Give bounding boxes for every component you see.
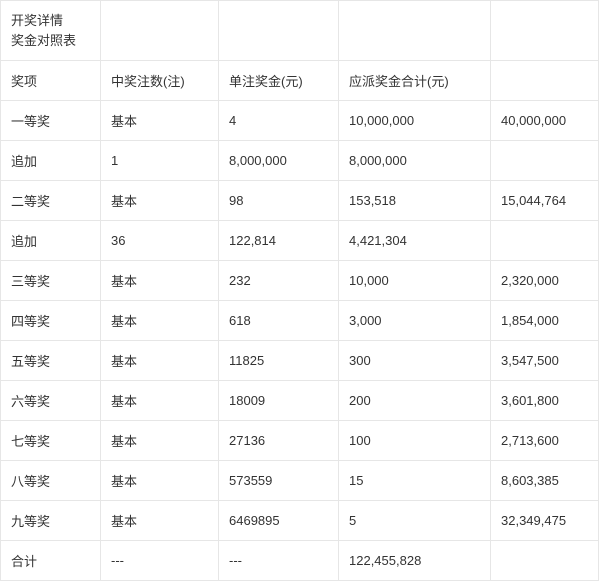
table-cell: 一等奖: [1, 101, 101, 141]
table-cell: 基本: [101, 101, 219, 141]
table-title-cell: 开奖详情 奖金对照表: [1, 1, 101, 61]
table-cell: 基本: [101, 381, 219, 421]
table-cell: 4,421,304: [339, 221, 491, 261]
table-cell: 基本: [101, 461, 219, 501]
table-cell: 618: [219, 301, 339, 341]
table-row: 二等奖基本98153,51815,044,764: [1, 181, 599, 221]
table-row: 四等奖基本6183,0001,854,000: [1, 301, 599, 341]
table-cell: 8,603,385: [491, 461, 599, 501]
table-cell: 98: [219, 181, 339, 221]
title-line2: 奖金对照表: [11, 33, 76, 48]
table-cell: 15: [339, 461, 491, 501]
title-row: 开奖详情 奖金对照表: [1, 1, 599, 61]
table-row: 合计------122,455,828: [1, 541, 599, 581]
title-line1: 开奖详情: [11, 13, 63, 28]
table-cell: 122,814: [219, 221, 339, 261]
table-cell: 基本: [101, 301, 219, 341]
col-total-prize: 应派奖金合计(元): [339, 61, 491, 101]
table-cell: 4: [219, 101, 339, 141]
table-cell: 3,601,800: [491, 381, 599, 421]
table-row: 五等奖基本118253003,547,500: [1, 341, 599, 381]
table-cell: 153,518: [339, 181, 491, 221]
table-row: 八等奖基本573559158,603,385: [1, 461, 599, 501]
table-cell: 基本: [101, 261, 219, 301]
prize-table: 开奖详情 奖金对照表 奖项 中奖注数(注) 单注奖金(元) 应派奖金合计(元) …: [0, 0, 599, 581]
table-cell: 27136: [219, 421, 339, 461]
table-cell: 2,320,000: [491, 261, 599, 301]
header-row: 奖项 中奖注数(注) 单注奖金(元) 应派奖金合计(元): [1, 61, 599, 101]
table-cell: 122,455,828: [339, 541, 491, 581]
table-cell: 10,000: [339, 261, 491, 301]
table-cell: ---: [219, 541, 339, 581]
empty-cell: [219, 1, 339, 61]
table-cell: 40,000,000: [491, 101, 599, 141]
table-cell: 2,713,600: [491, 421, 599, 461]
table-cell: 18009: [219, 381, 339, 421]
table-cell: 15,044,764: [491, 181, 599, 221]
table-cell: 九等奖: [1, 501, 101, 541]
table-cell: 基本: [101, 181, 219, 221]
table-row: 三等奖基本23210,0002,320,000: [1, 261, 599, 301]
table-cell: 七等奖: [1, 421, 101, 461]
table-cell: 3,547,500: [491, 341, 599, 381]
table-cell: 573559: [219, 461, 339, 501]
table-cell: 基本: [101, 421, 219, 461]
table-cell: 8,000,000: [339, 141, 491, 181]
table-cell: [491, 221, 599, 261]
table-cell: 300: [339, 341, 491, 381]
table-cell: 8,000,000: [219, 141, 339, 181]
table-cell: 基本: [101, 341, 219, 381]
table-cell: 合计: [1, 541, 101, 581]
table-cell: 1: [101, 141, 219, 181]
empty-cell: [101, 1, 219, 61]
table-cell: 八等奖: [1, 461, 101, 501]
table-row: 追加36122,8144,421,304: [1, 221, 599, 261]
table-cell: ---: [101, 541, 219, 581]
table-cell: 四等奖: [1, 301, 101, 341]
table-cell: 二等奖: [1, 181, 101, 221]
table-cell: 32,349,475: [491, 501, 599, 541]
table-cell: [491, 541, 599, 581]
col-extra: [491, 61, 599, 101]
table-row: 六等奖基本180092003,601,800: [1, 381, 599, 421]
table-body: 开奖详情 奖金对照表 奖项 中奖注数(注) 单注奖金(元) 应派奖金合计(元) …: [1, 1, 599, 581]
table-cell: 五等奖: [1, 341, 101, 381]
table-cell: 1,854,000: [491, 301, 599, 341]
table-cell: 5: [339, 501, 491, 541]
table-row: 七等奖基本271361002,713,600: [1, 421, 599, 461]
table-cell: 200: [339, 381, 491, 421]
empty-cell: [491, 1, 599, 61]
table-cell: 3,000: [339, 301, 491, 341]
table-cell: 232: [219, 261, 339, 301]
table-cell: 100: [339, 421, 491, 461]
empty-cell: [339, 1, 491, 61]
table-cell: 三等奖: [1, 261, 101, 301]
table-cell: 6469895: [219, 501, 339, 541]
col-prize-level: 奖项: [1, 61, 101, 101]
table-cell: 六等奖: [1, 381, 101, 421]
table-cell: 追加: [1, 141, 101, 181]
table-cell: 11825: [219, 341, 339, 381]
table-cell: 10,000,000: [339, 101, 491, 141]
col-winning-count: 中奖注数(注): [101, 61, 219, 101]
table-row: 追加18,000,0008,000,000: [1, 141, 599, 181]
table-row: 九等奖基本6469895532,349,475: [1, 501, 599, 541]
table-cell: 追加: [1, 221, 101, 261]
table-cell: 36: [101, 221, 219, 261]
table-cell: [491, 141, 599, 181]
table-cell: 基本: [101, 501, 219, 541]
table-row: 一等奖基本410,000,00040,000,000: [1, 101, 599, 141]
col-unit-prize: 单注奖金(元): [219, 61, 339, 101]
